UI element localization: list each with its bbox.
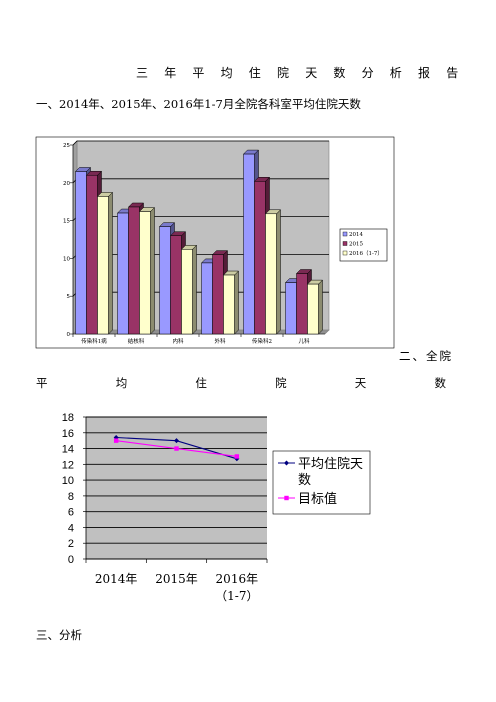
y-tick-label: 2 bbox=[68, 538, 74, 550]
y-tick-label: 0 bbox=[68, 554, 74, 566]
section-2-char: 住 bbox=[195, 376, 207, 390]
x-tick-label: 结核科 bbox=[128, 337, 145, 345]
bar bbox=[265, 213, 277, 335]
legend-label-line: 平均住院天 bbox=[298, 457, 363, 472]
y-tick-label: 14 bbox=[62, 444, 74, 456]
data-point bbox=[113, 438, 119, 443]
x-tick-label: 2015年 bbox=[155, 572, 198, 586]
section-3-heading: 三、分析 bbox=[36, 628, 82, 642]
legend-label: 2014 bbox=[349, 232, 363, 238]
y-tick-label: 6 bbox=[68, 507, 74, 519]
y-tick-label: 10 bbox=[63, 256, 70, 262]
y-tick-label: 10 bbox=[62, 475, 74, 487]
bar bbox=[97, 196, 109, 335]
legend-swatch bbox=[342, 231, 348, 237]
legend-swatch bbox=[342, 250, 348, 256]
x-tick-label: 传染科2 bbox=[252, 337, 272, 345]
legend-marker bbox=[284, 495, 289, 501]
document-title: 三年平均住院天数分析报告 bbox=[136, 66, 475, 80]
section-2-char: 数 bbox=[434, 376, 446, 390]
bar-legend bbox=[339, 228, 388, 262]
x-tick-label: 2016年 bbox=[216, 572, 259, 586]
x-tick-label: 2014年 bbox=[95, 572, 138, 586]
legend-label-line: 数 bbox=[298, 473, 311, 488]
section-2-char: 院 bbox=[275, 376, 287, 390]
bar bbox=[307, 283, 319, 335]
legend-marker bbox=[284, 460, 289, 466]
section-1-heading: 一、2014年、2015年、2016年1-7月全院各科室平均住院天数 bbox=[36, 97, 361, 111]
legend-label: 平均住院天数 bbox=[298, 457, 363, 488]
y-tick-label: 25 bbox=[63, 143, 70, 149]
y-tick-label: 5 bbox=[67, 294, 71, 300]
legend-label: 2016（1-7） bbox=[349, 250, 383, 257]
bar bbox=[181, 249, 193, 335]
x-tick-label: 内科 bbox=[172, 337, 184, 345]
legend-label: 2015 bbox=[349, 242, 363, 248]
y-tick-label: 4 bbox=[68, 522, 74, 534]
section-2-char: 平 bbox=[36, 376, 48, 390]
y-tick-label: 18 bbox=[62, 412, 74, 424]
x-tick-label: 外科 bbox=[214, 337, 226, 345]
data-point bbox=[174, 446, 179, 451]
data-point bbox=[234, 454, 240, 459]
y-tick-label: 8 bbox=[68, 491, 74, 503]
line-legend bbox=[272, 450, 371, 515]
y-tick-label: 20 bbox=[63, 181, 70, 187]
section-2-heading-continued: 平 均 住 院 天 数 bbox=[36, 375, 446, 391]
legend-swatch bbox=[342, 241, 348, 246]
x-tick-sublabel: （1-7） bbox=[215, 589, 258, 603]
bar bbox=[139, 211, 151, 335]
y-tick-label: 0 bbox=[67, 332, 71, 338]
legend-label: 目标值 bbox=[298, 491, 337, 507]
data-point bbox=[174, 438, 179, 444]
section-2-char: 天 bbox=[354, 376, 367, 390]
y-tick-label: 15 bbox=[63, 219, 70, 225]
x-tick-label: 儿科 bbox=[298, 337, 310, 345]
section-2-char: 均 bbox=[115, 376, 128, 390]
y-tick-label: 12 bbox=[62, 459, 74, 471]
bar bbox=[223, 274, 235, 335]
x-tick-label: 传染科1病 bbox=[81, 337, 107, 345]
gridline bbox=[72, 140, 329, 146]
section-2-heading-start: 二、全院 bbox=[399, 349, 453, 363]
y-tick-label: 16 bbox=[62, 428, 74, 440]
